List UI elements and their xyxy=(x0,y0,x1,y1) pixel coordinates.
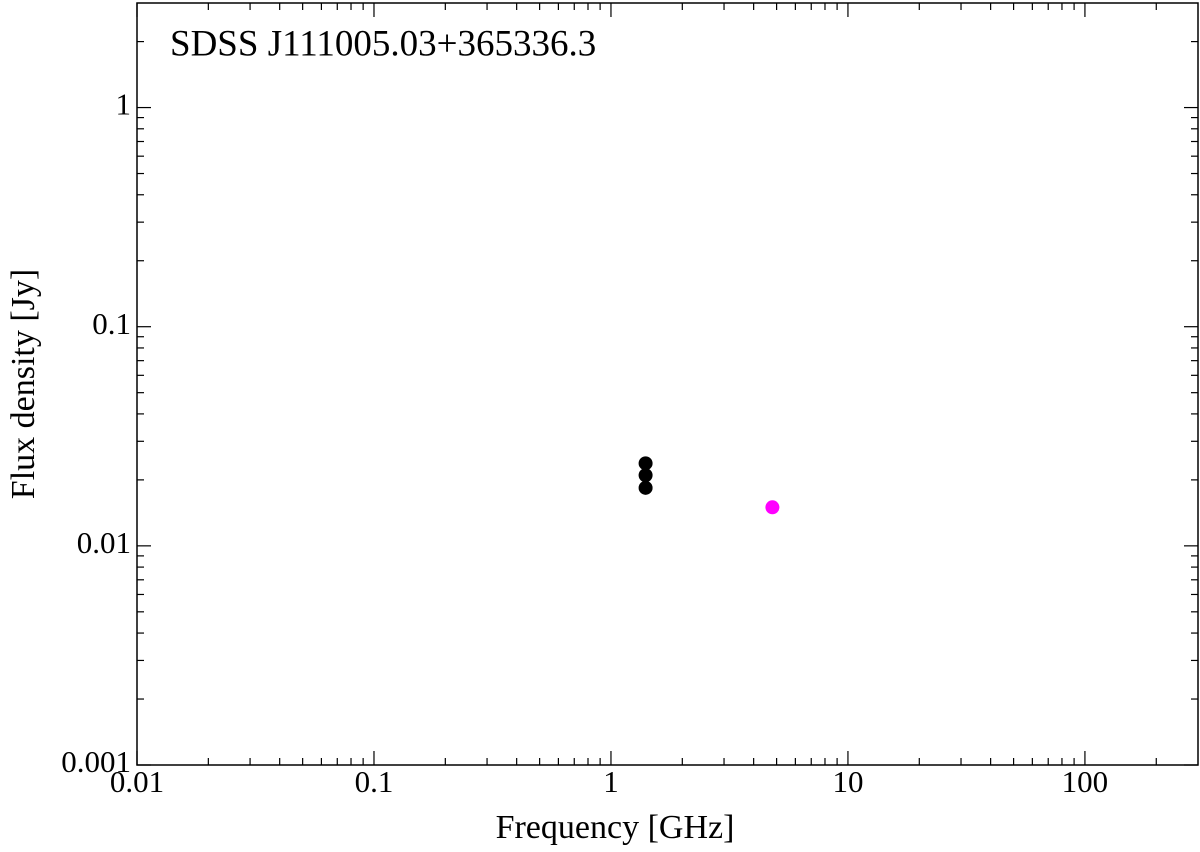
x-axis-label: Frequency [GHz] xyxy=(496,809,735,846)
x-tick-label: 1 xyxy=(603,764,619,799)
x-tick-label: 0.01 xyxy=(110,764,164,799)
data-point xyxy=(638,456,653,471)
y-tick-label: 0.01 xyxy=(77,525,131,560)
data-point xyxy=(638,480,653,495)
y-tick-label: 0.1 xyxy=(92,306,131,341)
y-tick-label: 0.001 xyxy=(61,744,131,779)
data-point xyxy=(765,500,780,515)
x-tick-label: 0.1 xyxy=(355,764,394,799)
y-axis-label: Flux density [Jy] xyxy=(5,269,42,499)
x-tick-label: 10 xyxy=(832,764,863,799)
chart-title: SDSS J111005.03+365336.3 xyxy=(170,23,596,64)
y-tick-label: 1 xyxy=(116,87,132,122)
plot-frame xyxy=(136,2,1199,766)
data-point xyxy=(638,468,653,483)
x-tick-label: 100 xyxy=(1062,764,1109,799)
